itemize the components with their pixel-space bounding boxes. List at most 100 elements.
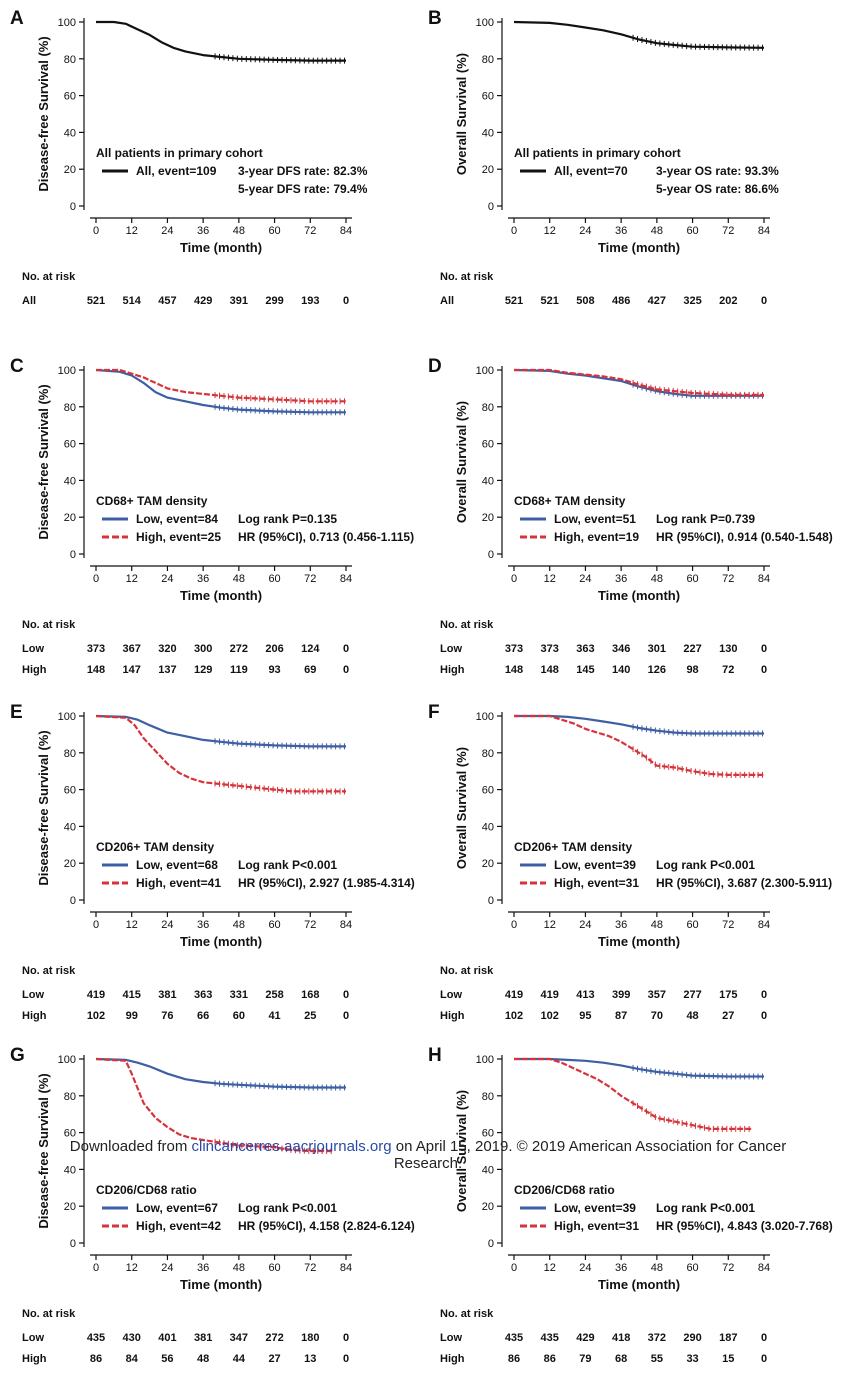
risk-value: 48 [197, 1353, 209, 1365]
x-axis-label: Time (month) [598, 1277, 680, 1292]
risk-value: 277 [683, 989, 701, 1001]
risk-value: 76 [161, 1010, 173, 1022]
y-tick-label: 100 [58, 365, 76, 377]
y-axis-label: Overall Survival (%) [454, 401, 469, 523]
risk-value: 486 [612, 295, 630, 307]
panel-a: A 0 20 40 60 80 100 0 12 24 36 48 60 72 84 Time (month)… [10, 8, 368, 307]
risk-value: 435 [541, 1332, 559, 1344]
x-tick-label: 48 [233, 1262, 245, 1274]
risk-row-label: Low [440, 989, 462, 1001]
x-tick-label: 84 [340, 573, 352, 585]
x-axis-label: Time (month) [180, 240, 262, 255]
risk-value: 381 [194, 1332, 212, 1344]
survival-curve-low [514, 1057, 764, 1078]
stat-annotation: 3-year OS rate: 93.3% [656, 164, 779, 178]
x-tick-label: 24 [161, 919, 173, 931]
censor-marks-high [632, 746, 764, 778]
y-tick-label: 100 [58, 711, 76, 723]
x-tick-label: 24 [579, 573, 591, 585]
risk-value: 168 [301, 989, 319, 1001]
risk-value: 521 [505, 295, 523, 307]
risk-value: 145 [576, 664, 594, 676]
censor-marks-high [214, 392, 346, 405]
y-tick-label: 60 [482, 785, 494, 797]
x-tick-label: 72 [304, 573, 316, 585]
legend-entry: Low, event=68 [136, 858, 218, 872]
risk-value: 25 [304, 1010, 316, 1022]
footer-link[interactable]: clincancerres.aacrjournals.org [191, 1138, 392, 1155]
stat-annotation: Log rank P=0.135 [238, 512, 337, 526]
y-tick-label: 40 [64, 1164, 76, 1176]
y-tick-label: 0 [70, 201, 76, 213]
risk-value: 508 [576, 295, 594, 307]
download-footer: Downloaded from clincancerres.aacrjourna… [0, 1138, 856, 1172]
y-tick-label: 60 [64, 91, 76, 103]
risk-value: 55 [651, 1353, 663, 1365]
legend-entry: Low, event=84 [136, 512, 218, 526]
risk-value: 130 [719, 643, 737, 655]
stat-annotation: 3-year DFS rate: 82.3% [238, 164, 368, 178]
y-tick-label: 40 [482, 1164, 494, 1176]
censor-marks-high [214, 780, 346, 795]
panel-label: D [428, 356, 442, 377]
risk-value: 300 [194, 643, 212, 655]
risk-value: 391 [230, 295, 248, 307]
risk-value: 413 [576, 989, 594, 1001]
risk-value: 99 [126, 1010, 138, 1022]
x-tick-label: 12 [544, 225, 556, 237]
x-tick-label: 0 [93, 919, 99, 931]
survival-curve-low [95, 714, 346, 748]
risk-value: 56 [161, 1353, 173, 1365]
risk-value: 69 [304, 664, 316, 676]
footer-suffix: on April 15, 2019. © 2019 American Assoc… [391, 1138, 787, 1155]
risk-value: 87 [615, 1010, 627, 1022]
y-tick-label: 20 [64, 164, 76, 176]
censor-marks-low [214, 1080, 346, 1091]
risk-value: 193 [301, 295, 319, 307]
x-tick-label: 36 [197, 1262, 209, 1274]
y-tick-label: 100 [58, 17, 76, 29]
x-tick-label: 12 [544, 919, 556, 931]
risk-value: 126 [648, 664, 666, 676]
risk-value: 33 [686, 1353, 698, 1365]
x-tick-label: 72 [722, 919, 734, 931]
x-tick-label: 84 [340, 225, 352, 237]
x-tick-label: 72 [304, 1262, 316, 1274]
x-axis-label: Time (month) [598, 240, 680, 255]
risk-value: 418 [612, 1332, 630, 1344]
risk-value: 0 [343, 664, 349, 676]
x-tick-label: 24 [161, 573, 173, 585]
x-tick-label: 60 [268, 919, 280, 931]
x-tick-label: 0 [511, 225, 517, 237]
x-tick-label: 36 [615, 225, 627, 237]
risk-value: 27 [268, 1353, 280, 1365]
risk-value: 331 [230, 989, 248, 1001]
risk-value: 13 [304, 1353, 316, 1365]
stat-annotation: 5-year OS rate: 86.6% [656, 182, 779, 196]
y-tick-label: 40 [64, 475, 76, 487]
legend-title: CD68+ TAM density [96, 494, 208, 508]
risk-value: 347 [230, 1332, 248, 1344]
risk-value: 373 [505, 643, 523, 655]
risk-value: 175 [719, 989, 737, 1001]
x-axis-label: Time (month) [180, 588, 262, 603]
legend-entry: High, event=31 [554, 876, 639, 890]
risk-value: 381 [158, 989, 176, 1001]
y-tick-label: 100 [476, 711, 494, 723]
y-axis-label: Disease-free Survival (%) [36, 730, 51, 885]
x-tick-label: 84 [758, 225, 770, 237]
y-tick-label: 80 [64, 54, 76, 66]
risk-value: 60 [233, 1010, 245, 1022]
risk-value: 320 [158, 643, 176, 655]
x-tick-label: 36 [197, 573, 209, 585]
x-tick-label: 48 [651, 919, 663, 931]
risk-value: 325 [683, 295, 701, 307]
risk-row-label: High [22, 1010, 47, 1022]
risk-row-label: Low [22, 1332, 44, 1344]
risk-value: 148 [541, 664, 559, 676]
risk-table-title: No. at risk [22, 1308, 76, 1320]
risk-value: 41 [268, 1010, 280, 1022]
stat-annotation: HR (95%CI), 4.843 (3.020-7.768) [656, 1219, 833, 1233]
x-tick-label: 60 [268, 573, 280, 585]
stat-annotation: HR (95%CI), 0.914 (0.540-1.548) [656, 530, 833, 544]
